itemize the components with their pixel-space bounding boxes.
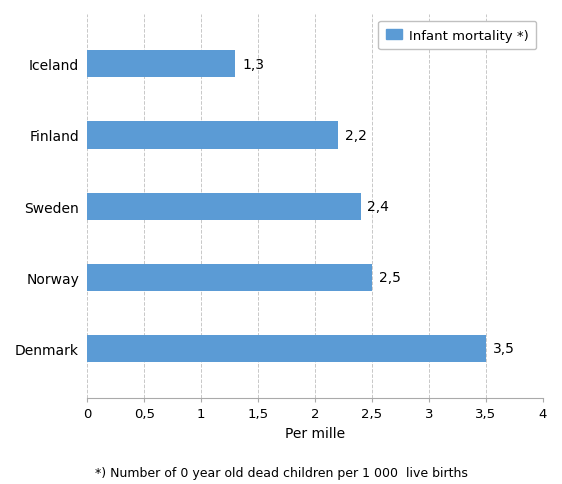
Bar xyxy=(87,193,361,220)
Bar xyxy=(87,51,235,78)
Text: 3,5: 3,5 xyxy=(493,342,515,356)
Text: 1,3: 1,3 xyxy=(242,58,264,72)
Text: 2,4: 2,4 xyxy=(368,200,389,214)
Text: *) Number of 0 year old dead children per 1 000  live births: *) Number of 0 year old dead children pe… xyxy=(94,466,468,479)
X-axis label: Per mille: Per mille xyxy=(285,426,345,440)
Text: 2,5: 2,5 xyxy=(379,271,401,285)
Bar xyxy=(87,122,338,149)
Bar xyxy=(87,335,486,362)
Legend: Infant mortality *): Infant mortality *) xyxy=(378,22,536,50)
Text: 2,2: 2,2 xyxy=(345,129,366,143)
Bar xyxy=(87,264,372,291)
